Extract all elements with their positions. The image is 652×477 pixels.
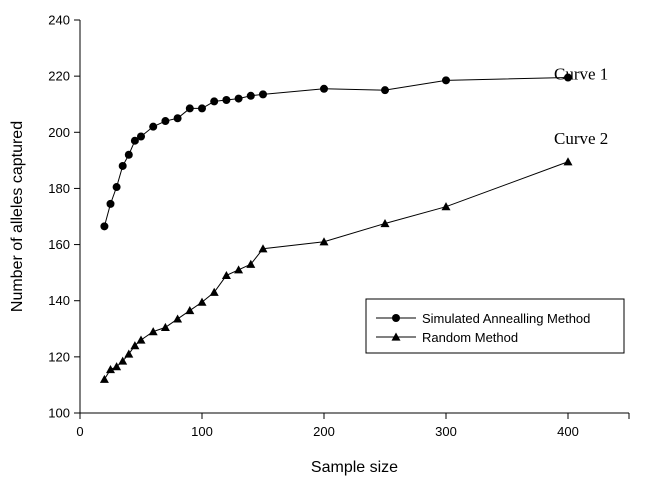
plot-area xyxy=(99,73,573,383)
x-tick-label: 100 xyxy=(191,424,213,439)
data-point-series-1 xyxy=(149,122,158,131)
data-point-series-2 xyxy=(124,349,134,358)
data-point-series-2 xyxy=(130,341,140,350)
data-point-series-2 xyxy=(173,314,183,323)
data-point-series-1 xyxy=(112,183,121,192)
legend-entry-simulated-annealling: Simulated Annealling Method xyxy=(422,311,590,326)
data-point-series-1 xyxy=(100,222,109,231)
legend-marker-2 xyxy=(391,332,401,341)
data-point-series-1 xyxy=(381,86,389,95)
y-tick-label: 200 xyxy=(48,125,70,140)
data-point-series-1 xyxy=(118,161,127,170)
x-tick-label: 400 xyxy=(557,424,579,439)
curve-1-label: Curve 1 xyxy=(554,65,608,84)
data-point-series-1 xyxy=(320,84,328,93)
data-point-series-1 xyxy=(564,73,572,82)
data-point-series-2 xyxy=(99,374,109,383)
data-point-series-2 xyxy=(221,270,231,280)
y-tick-label: 120 xyxy=(48,349,70,364)
curve-2-label: Curve 2 xyxy=(554,129,608,148)
data-point-series-2 xyxy=(148,327,158,336)
y-tick-label: 240 xyxy=(48,13,70,28)
legend-marker-1 xyxy=(392,314,400,322)
legend-box xyxy=(365,298,625,354)
axes: 0 100 200 300 400 100 120 140 160 180 200 220 240 xyxy=(48,13,630,439)
data-point-series-2 xyxy=(136,335,146,344)
data-point-series-1 xyxy=(234,94,243,103)
y-tick-label: 220 xyxy=(48,69,70,84)
data-point-series-2 xyxy=(319,237,329,246)
data-point-series-1 xyxy=(259,90,267,99)
data-point-series-2 xyxy=(118,356,128,365)
data-point-series-2 xyxy=(380,219,390,228)
data-point-series-1 xyxy=(185,104,194,113)
data-point-series-2 xyxy=(160,322,170,331)
data-point-series-1 xyxy=(246,91,255,100)
legend: Simulated Annealling Method Random Metho… xyxy=(365,298,625,354)
data-point-series-2 xyxy=(246,259,256,268)
x-axis-title: Sample size xyxy=(311,459,398,476)
data-point-series-2 xyxy=(185,306,195,315)
data-point-series-2 xyxy=(234,265,244,274)
data-point-series-1 xyxy=(442,76,450,85)
data-point-series-2 xyxy=(209,287,219,296)
data-point-series-1 xyxy=(198,104,206,113)
data-point-series-2 xyxy=(106,364,115,374)
y-tick-label: 180 xyxy=(48,181,70,196)
data-point-series-1 xyxy=(124,150,133,159)
x-tick-label: 200 xyxy=(313,424,335,439)
data-point-series-2 xyxy=(197,297,207,306)
data-point-series-1 xyxy=(130,136,139,145)
data-point-series-2 xyxy=(563,157,573,166)
data-point-series-2 xyxy=(258,244,268,253)
y-tick-label: 160 xyxy=(48,237,70,252)
data-point-series-1 xyxy=(161,117,170,126)
data-point-series-1 xyxy=(137,132,145,141)
data-point-series-1 xyxy=(173,114,182,123)
series-line-1 xyxy=(103,77,569,227)
x-tick-label: 300 xyxy=(435,424,457,439)
y-axis-title: Number of alleles captured xyxy=(9,121,26,312)
data-point-series-1 xyxy=(210,97,219,106)
data-point-series-2 xyxy=(112,362,122,371)
y-tick-label: 140 xyxy=(48,293,70,308)
legend-entry-random: Random Method xyxy=(422,330,518,345)
x-tick-label: 0 xyxy=(76,424,83,439)
data-point-series-2 xyxy=(441,202,451,211)
data-point-series-1 xyxy=(106,199,115,208)
y-tick-label: 100 xyxy=(48,406,70,421)
data-point-series-1 xyxy=(222,96,231,105)
